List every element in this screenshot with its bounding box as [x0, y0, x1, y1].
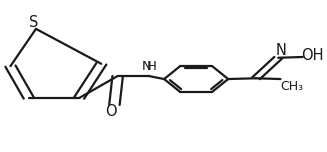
Text: O: O: [105, 104, 117, 119]
Text: CH₃: CH₃: [281, 80, 303, 93]
Text: N: N: [142, 60, 152, 73]
Text: H: H: [147, 60, 157, 73]
Text: S: S: [29, 15, 38, 29]
Text: N: N: [275, 43, 286, 58]
Text: OH: OH: [301, 48, 324, 63]
